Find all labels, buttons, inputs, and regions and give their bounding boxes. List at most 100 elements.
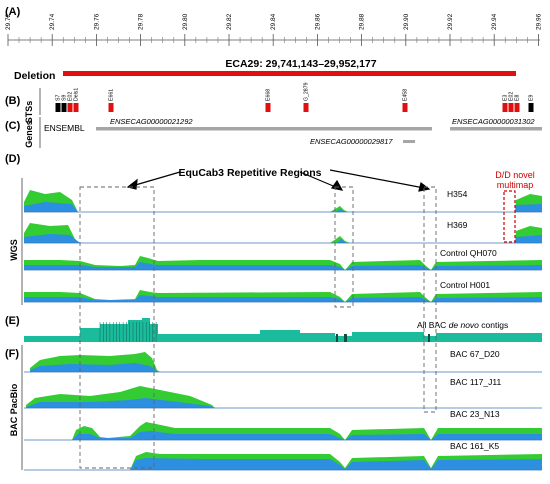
wgs-track: H354 — [24, 189, 542, 213]
dd-novel-box — [503, 190, 516, 243]
sts-label: E8 — [515, 95, 521, 101]
sts-label: Dels1 — [74, 88, 80, 101]
ensembl-label: ENSEMBL — [44, 123, 85, 133]
pacbio-track-label: BAC 161_K5 — [450, 441, 499, 451]
dd-novel-label-2: multimap — [497, 180, 534, 190]
denovo-contig-block — [80, 328, 100, 342]
sts-label: E02 — [509, 92, 515, 101]
sts-marker — [265, 103, 271, 112]
gene-bar-3 — [450, 127, 542, 131]
sts-marker — [108, 103, 114, 112]
sts-label: E668 — [266, 89, 272, 101]
sts-marker — [303, 103, 309, 112]
deletion-label: Deletion — [14, 70, 55, 82]
axis-tick-label: 29.84 — [270, 13, 277, 30]
sts-side-label: STSs — [24, 101, 34, 124]
denovo-contig-mark — [336, 334, 338, 342]
coordinate-axis: 29.72 29.74 29.76 29.78 29.80 29.82 29.84 29.86… — [5, 13, 542, 46]
denovo-contig-block — [300, 333, 335, 342]
gene-bar-2 — [403, 140, 415, 143]
pacbio-track-label: BAC 67_D20 — [450, 349, 500, 359]
gene-bar-1 — [96, 127, 432, 131]
axis-tick-label: 29.86 — [314, 13, 321, 30]
denovo-contig-mark — [344, 334, 347, 342]
sts-marker — [61, 103, 67, 112]
bac-denovo-label: All BAC de novo contigs — [417, 320, 508, 330]
axis-tick-label: 29.72 — [5, 13, 12, 30]
wgs-track-label: Control H001 — [440, 280, 490, 290]
pacbio-track-label: BAC 117_J11 — [450, 377, 501, 387]
deletion-coords: ECA29: 29,741,143–29,952,177 — [225, 58, 376, 70]
panel-c-label: (C) — [5, 120, 21, 132]
pacbio-track: BAC 67_D20 — [24, 349, 542, 373]
bac-denovo-track — [24, 318, 542, 342]
pacbio-coverage-blue — [130, 458, 542, 470]
wgs-track-label: H369 — [447, 220, 468, 230]
sts-marker — [67, 103, 73, 112]
denovo-contig-block — [24, 336, 80, 342]
axis-tick-label: 29.74 — [49, 13, 56, 30]
pacbio-side-label: BAC PacBio — [9, 383, 19, 436]
axis-tick-label: 29.80 — [182, 13, 189, 30]
sts-marker — [514, 103, 520, 112]
sts-label: S9 — [62, 95, 68, 101]
sts-marker — [402, 103, 408, 112]
sts-label: E3 — [503, 95, 509, 101]
sts-marker — [73, 103, 79, 112]
panel-b-label: (B) — [5, 95, 21, 107]
axis-tick-label: 29.96 — [535, 13, 542, 30]
genes-side-label: Genes — [24, 120, 34, 148]
sts-marker — [508, 103, 514, 112]
panel-d-label: (D) — [5, 153, 21, 165]
denovo-contig-mark — [428, 334, 430, 342]
denovo-contig-block — [128, 320, 142, 342]
sts-marker — [502, 103, 508, 112]
axis-tick-label: 29.82 — [226, 13, 233, 30]
wgs-track-label: Control QH070 — [440, 248, 497, 258]
dd-novel-label-1: D/D novel — [495, 170, 535, 180]
axis-tick-label: 29.78 — [138, 13, 145, 30]
pacbio-track: BAC 117_J11 — [24, 377, 542, 409]
sts-label: E9 — [529, 95, 535, 101]
axis-tick-label: 29.76 — [93, 13, 100, 30]
repetitive-box-2 — [334, 186, 354, 308]
sts-label: E458 — [403, 89, 409, 101]
sts-marker — [528, 103, 534, 112]
repetitive-regions-label: EquCab3 Repetitive Regions — [179, 167, 322, 179]
repetitive-region-boxes — [79, 186, 437, 469]
sts-label: S7 — [56, 95, 62, 101]
repetitive-box-1 — [79, 186, 155, 469]
denovo-contig-block — [158, 334, 260, 342]
wgs-coverage-blue — [24, 295, 542, 302]
pacbio-track-label: BAC 23_N13 — [450, 409, 500, 419]
wgs-coverage-blue — [24, 234, 542, 243]
repetitive-arrows — [126, 169, 431, 192]
denovo-contig-block — [352, 332, 424, 342]
pacbio-coverage-blue — [26, 398, 215, 408]
panel-a-label: (A) — [5, 6, 21, 18]
gene-label-2: ENSECAG00000029817 — [310, 137, 393, 146]
denovo-contig-block — [100, 324, 128, 342]
denovo-contig-block — [335, 336, 352, 342]
denovo-contig-block — [260, 330, 300, 342]
wgs-side-label: WGS — [9, 239, 19, 261]
wgs-track: Control QH070 — [24, 248, 542, 271]
wgs-track-label: H354 — [447, 189, 468, 199]
panel-f-label: (F) — [5, 348, 19, 360]
axis-tick-label: 29.88 — [359, 13, 366, 30]
sts-label: G_2879 — [304, 82, 310, 101]
gene-label-1: ENSECAG00000021292 — [110, 117, 193, 126]
denovo-contig-block — [436, 333, 542, 342]
wgs-track: H369 — [24, 220, 542, 244]
deletion-bar — [63, 71, 516, 76]
wgs-coverage-blue — [24, 202, 542, 212]
sts-label: E02 — [68, 92, 74, 101]
wgs-coverage-blue — [24, 262, 542, 270]
sts-marker — [55, 103, 61, 112]
sts-label: E661 — [109, 89, 115, 101]
pacbio-coverage-blue — [72, 431, 542, 440]
pacbio-track: BAC 161_K5 — [24, 441, 542, 471]
panel-e-label: (E) — [5, 315, 20, 327]
axis-tick-label: 29.92 — [447, 13, 454, 30]
